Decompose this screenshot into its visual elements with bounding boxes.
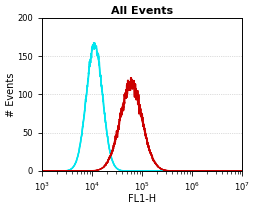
- X-axis label: FL1-H: FL1-H: [128, 194, 156, 205]
- Title: All Events: All Events: [111, 5, 173, 16]
- Y-axis label: # Events: # Events: [6, 72, 16, 117]
